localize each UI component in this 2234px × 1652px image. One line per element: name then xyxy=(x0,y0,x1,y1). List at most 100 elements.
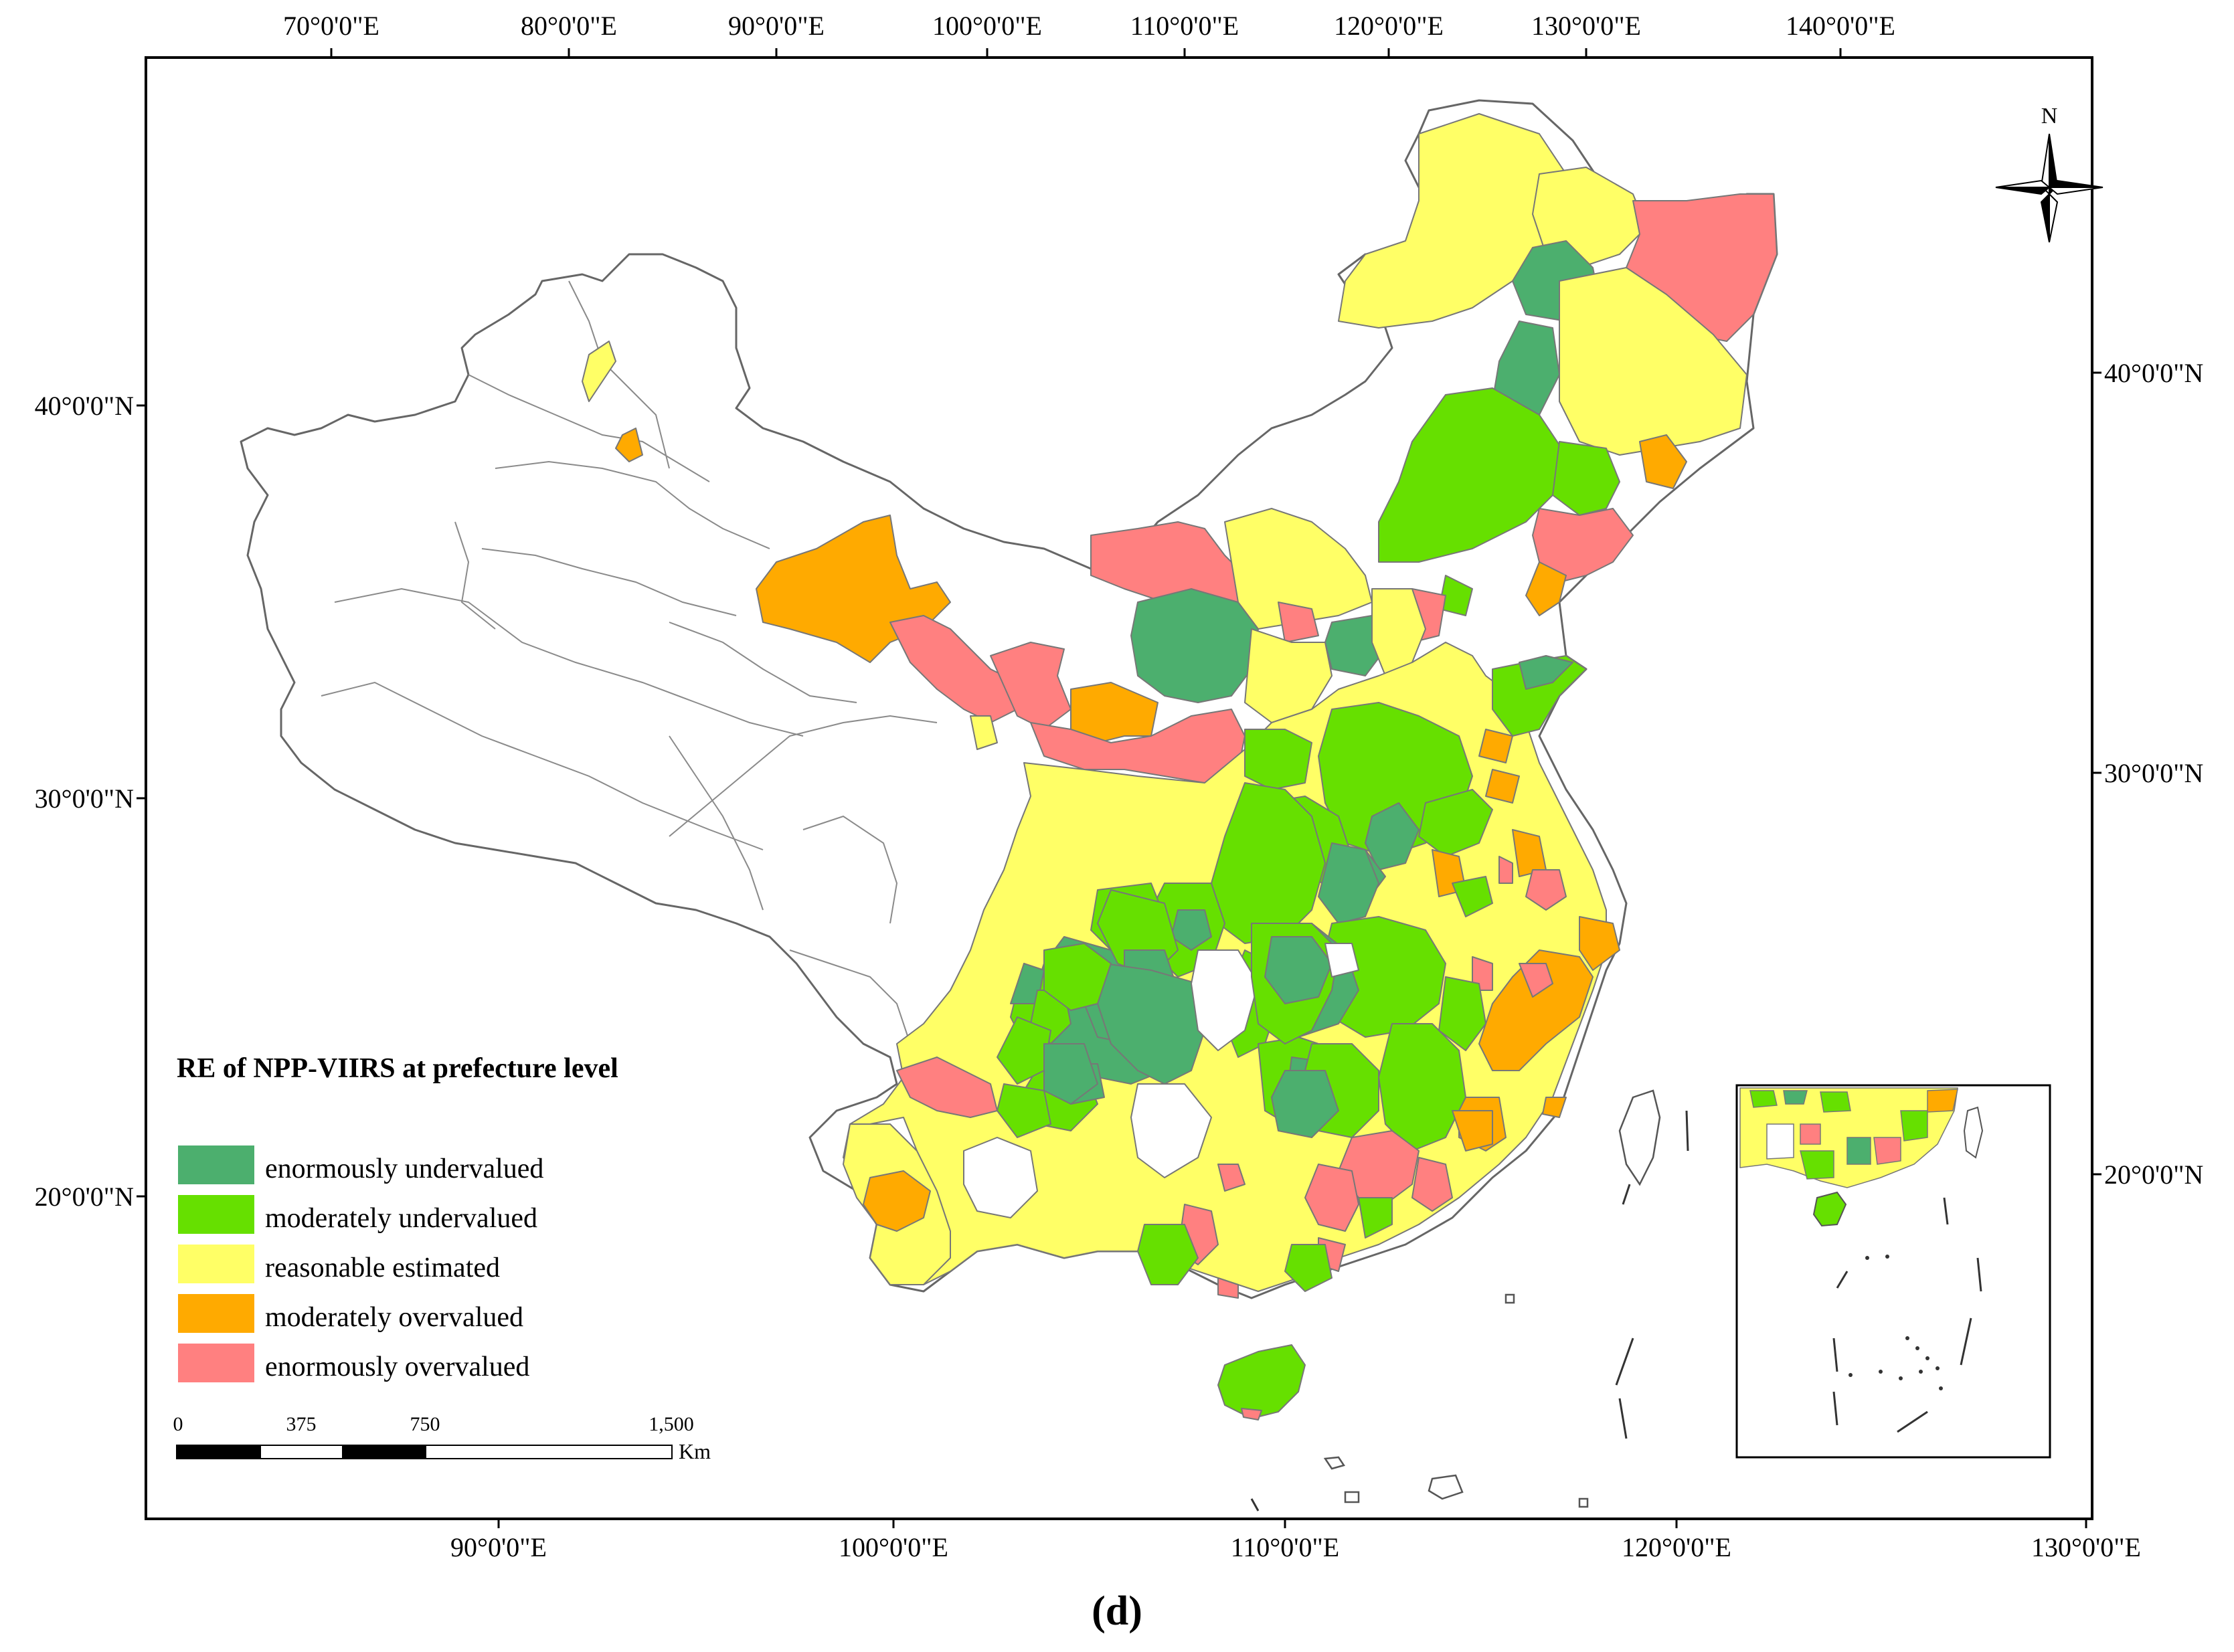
left-ticks: 40°0'0"N 30°0'0"N 20°0'0"N xyxy=(35,391,146,1212)
bottom-tick-label: 100°0'0"E xyxy=(839,1532,948,1562)
region-enormously-overvalued xyxy=(1278,602,1319,643)
legend: RE of NPP-VIIRS at prefecture level enor… xyxy=(177,1053,618,1382)
north-label: N xyxy=(2041,104,2058,128)
region-enormously-overvalued xyxy=(1304,1164,1359,1232)
scale-bar: 0 375 750 1,500 Km xyxy=(173,1413,711,1463)
right-tick-label: 30°0'0"N xyxy=(2104,758,2203,788)
legend-item: enormously overvalued xyxy=(178,1344,529,1382)
region-moderately-undervalued xyxy=(1043,943,1112,1011)
right-tick-label: 40°0'0"N xyxy=(2104,358,2203,388)
boundary-dash xyxy=(1622,1184,1631,1205)
region-moderately-undervalued xyxy=(1418,789,1493,857)
top-tick-label: 110°0'0"E xyxy=(1130,11,1239,41)
region-unclassified xyxy=(1130,1083,1212,1178)
region-enormously-undervalued xyxy=(1271,1070,1339,1138)
region-enormously-overvalued xyxy=(1519,963,1553,998)
region-moderately-undervalued xyxy=(1358,1197,1393,1238)
region-reasonable xyxy=(1559,267,1747,456)
left-tick-label: 40°0'0"N xyxy=(35,391,134,421)
legend-label: moderately overvalued xyxy=(265,1302,523,1333)
region-moderately-undervalued xyxy=(1378,387,1567,563)
region-moderately-overvalued xyxy=(1452,1110,1493,1152)
top-tick-label: 140°0'0"E xyxy=(1786,11,1895,41)
legend-swatch xyxy=(178,1294,254,1333)
region-unclassified xyxy=(1324,943,1359,978)
top-tick-label: 90°0'0"E xyxy=(728,11,825,41)
region-enormously-undervalued xyxy=(1130,588,1259,703)
region-enormously-undervalued xyxy=(1264,936,1333,1004)
region-enormously-overvalued xyxy=(990,642,1071,730)
region-reasonable xyxy=(1224,508,1373,630)
map-body xyxy=(240,99,1778,1511)
region-moderately-overvalued xyxy=(1478,949,1594,1071)
region-reasonable xyxy=(582,341,616,402)
panel-label: (d) xyxy=(1092,1588,1142,1634)
legend-label: reasonable estimated xyxy=(265,1253,500,1283)
boundary-dash xyxy=(1618,1398,1628,1439)
region-unclassified xyxy=(1191,949,1259,1051)
region-unclassified xyxy=(963,1137,1038,1218)
bottom-tick-label: 120°0'0"E xyxy=(1622,1532,1731,1562)
region-moderately-overvalued xyxy=(863,1170,931,1232)
region-moderately-overvalued xyxy=(1478,729,1513,763)
region-moderately-overvalued xyxy=(1639,434,1687,489)
region-moderately-overvalued xyxy=(1525,561,1567,616)
region-moderately-undervalued xyxy=(1137,1224,1199,1285)
region-enormously-undervalued xyxy=(1043,1043,1098,1105)
left-tick-label: 30°0'0"N xyxy=(35,784,134,814)
small-island xyxy=(1578,1497,1589,1508)
boundary-dash xyxy=(1250,1498,1260,1511)
legend-label: enormously overvalued xyxy=(265,1352,529,1382)
region-moderately-undervalued xyxy=(997,1083,1051,1138)
region-reasonable xyxy=(970,715,998,750)
region-enormously-overvalued xyxy=(1217,1164,1245,1192)
top-tick-label: 70°0'0"E xyxy=(283,11,379,41)
region-moderately-overvalued xyxy=(1579,916,1620,971)
region-reasonable xyxy=(1338,113,1573,329)
legend-label: moderately undervalued xyxy=(265,1203,537,1234)
small-island xyxy=(1505,1293,1515,1304)
region-enormously-overvalued xyxy=(1241,1408,1262,1420)
taiwan-island xyxy=(1618,1089,1661,1186)
legend-item: moderately undervalued xyxy=(178,1195,537,1234)
small-island xyxy=(1344,1491,1360,1503)
top-tick-label: 130°0'0"E xyxy=(1531,11,1641,41)
bottom-tick-label: 110°0'0"E xyxy=(1231,1532,1339,1562)
top-tick-label: 100°0'0"E xyxy=(932,11,1042,41)
scale-label: 1,500 xyxy=(649,1413,694,1435)
region-enormously-undervalued xyxy=(1519,655,1573,690)
region-moderately-undervalued xyxy=(1284,1244,1333,1292)
region-enormously-overvalued xyxy=(1498,856,1513,884)
top-tick-label: 80°0'0"E xyxy=(521,11,617,41)
region-enormously-overvalued xyxy=(1217,1277,1239,1299)
legend-swatch xyxy=(178,1145,254,1184)
bottom-ticks: 90°0'0"E 100°0'0"E 110°0'0"E 120°0'0"E 1… xyxy=(450,1519,2141,1562)
region-moderately-overvalued xyxy=(615,428,643,462)
legend-label: enormously undervalued xyxy=(265,1154,543,1184)
legend-item: moderately overvalued xyxy=(178,1294,523,1333)
legend-item: reasonable estimated xyxy=(178,1245,500,1283)
legend-title: RE of NPP-VIIRS at prefecture level xyxy=(177,1053,618,1084)
region-enormously-overvalued xyxy=(1411,1157,1453,1212)
legend-item: enormously undervalued xyxy=(178,1145,543,1184)
right-tick-label: 20°0'0"N xyxy=(2104,1160,2203,1190)
bottom-tick-label: 130°0'0"E xyxy=(2031,1532,2141,1562)
region-enormously-overvalued xyxy=(1472,956,1493,991)
map-frame xyxy=(145,56,2093,1520)
western-province-lines xyxy=(321,280,938,1044)
region-enormously-undervalued xyxy=(1318,842,1379,924)
region-moderately-overvalued xyxy=(1485,769,1520,804)
scale-unit: Km xyxy=(679,1439,711,1463)
region-enormously-overvalued xyxy=(896,1057,998,1118)
legend-swatch xyxy=(178,1344,254,1382)
legend-swatch xyxy=(178,1245,254,1283)
region-moderately-undervalued xyxy=(1217,1344,1306,1419)
scale-label: 750 xyxy=(410,1413,440,1435)
inset-map xyxy=(1735,1084,2051,1459)
right-ticks: 40°0'0"N 30°0'0"N 20°0'0"N xyxy=(2092,358,2203,1190)
region-moderately-undervalued xyxy=(1552,441,1620,516)
top-ticks: 70°0'0"E 80°0'0"E 90°0'0"E 100°0'0"E 110… xyxy=(283,11,1895,58)
small-island xyxy=(1428,1474,1464,1500)
boundary-dash xyxy=(1685,1110,1689,1152)
